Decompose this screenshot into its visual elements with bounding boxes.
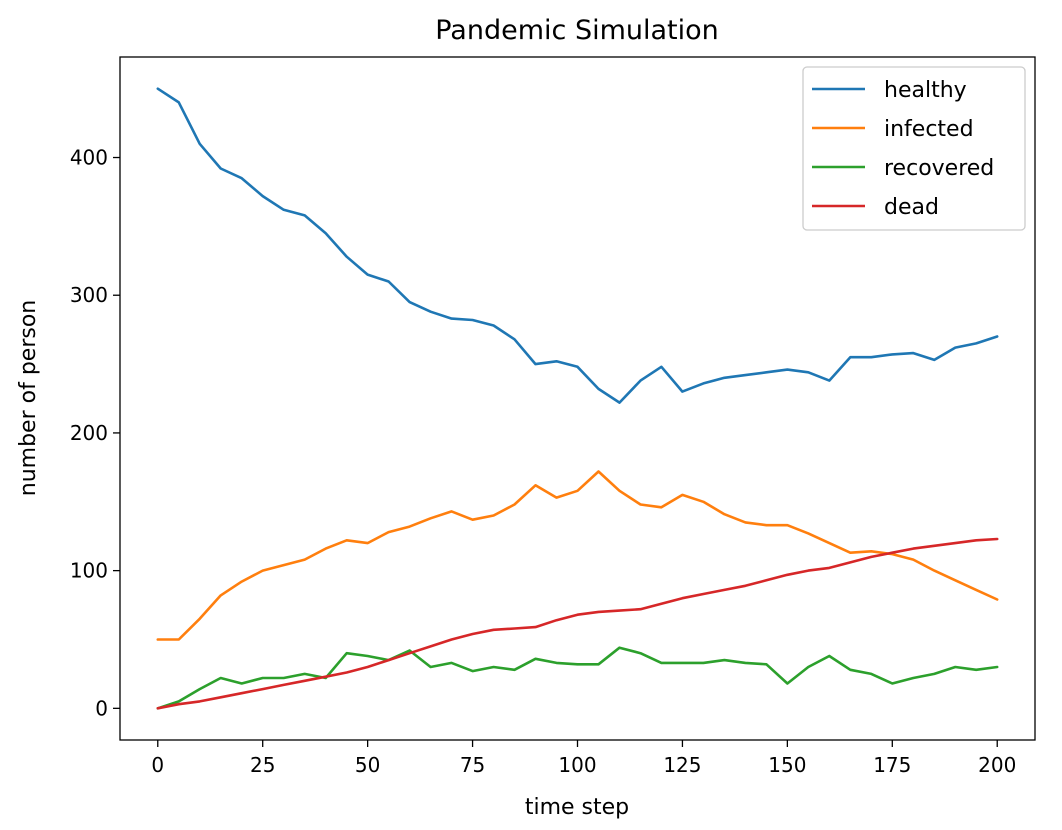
y-tick-label: 200	[70, 421, 108, 445]
y-tick-label: 300	[70, 283, 108, 307]
series-line-dead	[156, 537, 999, 710]
series-line-recovered	[156, 646, 999, 710]
x-axis-label: time step	[525, 795, 629, 820]
legend-label-healthy: healthy	[884, 78, 967, 103]
y-tick-label: 400	[70, 146, 108, 170]
series-line-healthy	[156, 87, 999, 404]
legend-label-recovered: recovered	[884, 156, 994, 181]
y-tick-label: 100	[70, 559, 108, 583]
x-tick-label: 175	[873, 753, 911, 777]
x-tick-label: 200	[978, 753, 1016, 777]
y-tick-label: 0	[95, 696, 108, 720]
plot-frame	[119, 56, 1036, 741]
x-tick-label: 25	[250, 753, 275, 777]
series-line-infected	[156, 470, 999, 641]
x-tick-label: 100	[558, 753, 596, 777]
x-tick-label: 0	[151, 753, 164, 777]
x-tick-label: 150	[768, 753, 806, 777]
chart-title: Pandemic Simulation	[435, 15, 719, 46]
legend-label-dead: dead	[884, 195, 939, 220]
plot-area	[156, 87, 999, 710]
x-tick-label: 75	[460, 753, 485, 777]
legend: healthy infected recovered dead	[802, 66, 1026, 231]
legend-box	[802, 66, 1026, 231]
axes: 0 25 50 75 100 125 150 175 200 0 100 200 300 400	[70, 146, 1017, 777]
legend-items: healthy infected recovered dead	[812, 78, 994, 220]
legend-label-infected: infected	[884, 117, 974, 142]
x-tick-label: 50	[355, 753, 380, 777]
x-tick-label: 125	[663, 753, 701, 777]
y-axis-label: number of person	[16, 300, 41, 496]
